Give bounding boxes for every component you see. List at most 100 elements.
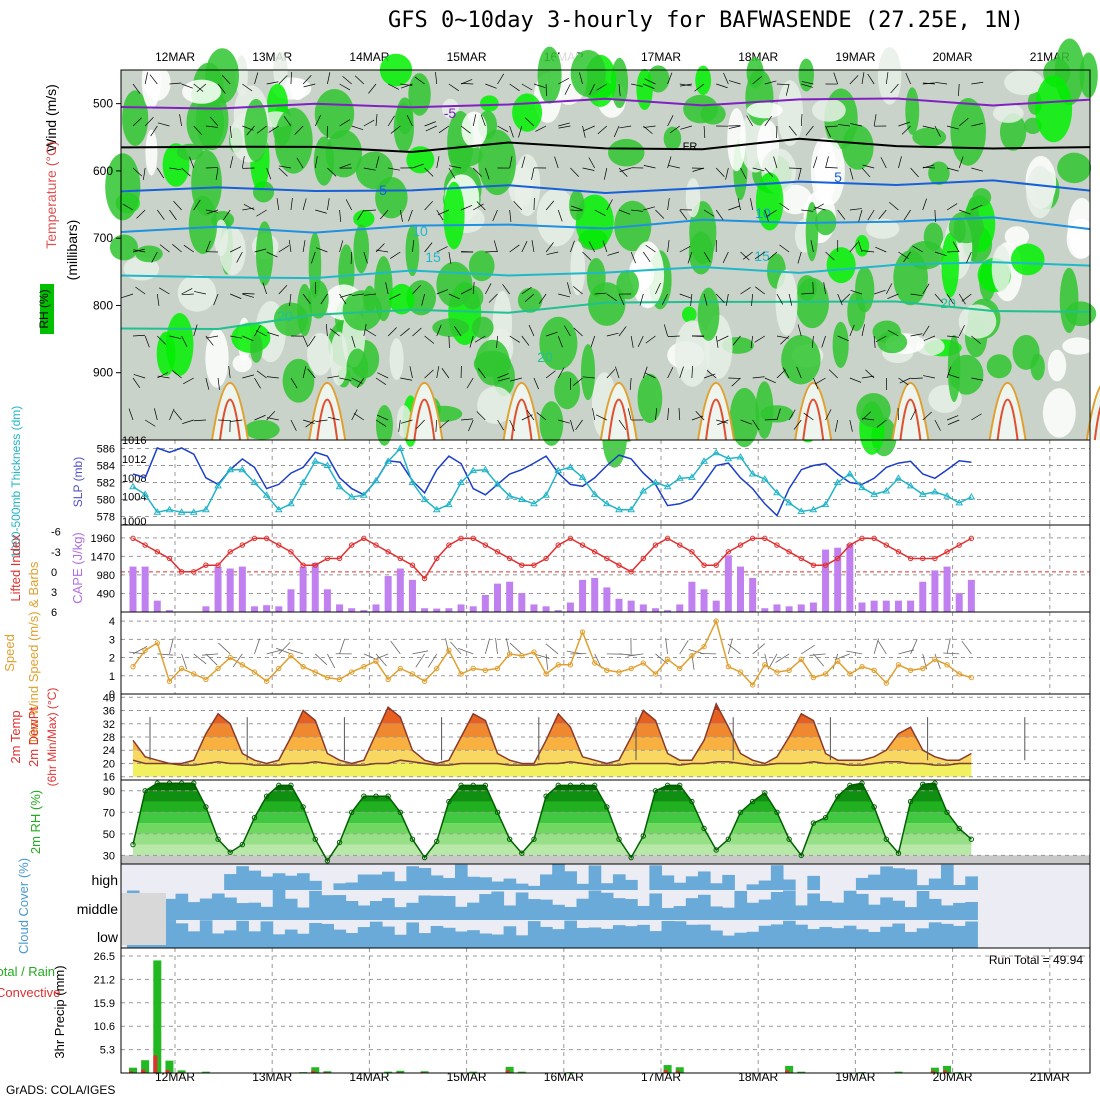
rh-cell	[575, 194, 614, 249]
wind-barb	[642, 366, 648, 379]
panel-frame	[120, 947, 1091, 1074]
rh-cell	[608, 138, 645, 167]
lifted-index-point	[701, 562, 707, 568]
wind-barb	[776, 369, 786, 379]
wind-barb	[861, 167, 871, 178]
li-tick: 3	[51, 587, 57, 599]
wind-barb	[595, 414, 608, 421]
thickness-point	[773, 488, 781, 496]
wind-barb	[717, 419, 729, 426]
wind-barb	[878, 209, 887, 220]
wind-barb	[246, 125, 255, 136]
thickness-point	[189, 508, 198, 515]
rh-cell	[408, 73, 431, 116]
wind-barb	[133, 374, 146, 379]
cloud-cell	[333, 895, 347, 920]
wind-barb	[618, 167, 628, 177]
thickness-point	[226, 465, 235, 473]
wind-barb	[728, 205, 740, 211]
wind-barb	[867, 73, 875, 85]
wind-barb	[528, 324, 535, 337]
wind-barb	[157, 335, 167, 345]
lifted-index-point	[191, 569, 197, 575]
wind-barb	[934, 125, 941, 137]
cape-bar	[457, 604, 465, 612]
wind-barb	[400, 83, 413, 86]
wind-speed-point	[798, 656, 804, 663]
wind-barb	[327, 198, 330, 211]
date-label-top: 17MAR	[641, 50, 681, 64]
rh2m-point	[263, 793, 270, 799]
wind-barb	[290, 419, 297, 431]
isotherm--5	[120, 97, 1091, 110]
wind-barb-10m	[412, 650, 429, 655]
wind-barb	[205, 377, 210, 390]
wind-barb	[290, 71, 292, 85]
wind-barb	[667, 240, 670, 253]
cloud-cell	[272, 873, 286, 890]
rh-cell	[297, 283, 313, 337]
rh-cell	[812, 98, 846, 122]
cloud-cell	[612, 898, 626, 920]
wind-speed-point	[409, 671, 416, 677]
thickness-point	[627, 505, 636, 513]
wind-barb	[485, 283, 492, 295]
wind-barb	[898, 156, 902, 169]
cape-bar	[822, 549, 830, 612]
wind-barb	[302, 293, 311, 304]
wind-barb	[840, 293, 851, 303]
wind-barb	[132, 83, 141, 94]
wind-barb	[885, 283, 893, 295]
cloud-cell	[868, 904, 881, 920]
wind-speed-point	[397, 665, 403, 672]
cloud-cell	[965, 901, 978, 920]
rh-cell	[443, 181, 465, 250]
wind-barb	[536, 412, 547, 421]
wind-barb-10m	[545, 643, 559, 655]
wind-barb	[307, 368, 316, 379]
thickness-point	[955, 498, 964, 506]
wind-speed-point	[664, 656, 671, 663]
hot-contour	[899, 398, 922, 441]
wind-barb-10m	[205, 653, 218, 666]
rh-cell	[244, 98, 268, 163]
thickness-point	[931, 487, 939, 495]
wind-barb	[812, 281, 814, 295]
wind-barb	[524, 117, 535, 127]
thickness-point	[712, 448, 721, 456]
rh-cell	[746, 102, 783, 119]
wind-barb	[476, 201, 486, 211]
cloud-cell	[503, 926, 517, 948]
wind-barb	[837, 124, 850, 127]
cape-bar	[238, 566, 246, 612]
wind-barb	[639, 293, 644, 306]
rh-cell	[539, 316, 578, 371]
cloud-cell	[892, 923, 906, 948]
rh-cell	[777, 80, 804, 146]
wind-barb	[849, 242, 858, 253]
wind-barb	[229, 125, 232, 138]
rh2m-point	[227, 849, 233, 855]
wind-barb	[849, 324, 855, 337]
cloud-cell	[855, 893, 869, 920]
li-tick: 6	[51, 607, 57, 619]
ylabel-millibars: (millibars)	[64, 220, 80, 281]
wind-barb	[922, 166, 935, 169]
wind-speed-point	[968, 674, 975, 681]
wind-barb	[850, 123, 863, 127]
lifted-index-point	[628, 569, 634, 575]
cloud-cell	[843, 890, 857, 920]
hot-contour	[219, 398, 241, 441]
wind-barb	[715, 293, 725, 303]
cloud-cell	[418, 895, 432, 920]
wind-barb	[461, 418, 474, 421]
rh-cell	[274, 107, 313, 174]
wind-barb	[801, 83, 813, 88]
wind-barb	[531, 240, 535, 253]
wind-barb	[837, 293, 843, 306]
wind-barb	[400, 377, 413, 381]
wind-barb	[436, 156, 440, 169]
cape-bar	[639, 604, 647, 612]
wind-barb	[181, 288, 193, 295]
wind-speed-point	[713, 618, 719, 624]
